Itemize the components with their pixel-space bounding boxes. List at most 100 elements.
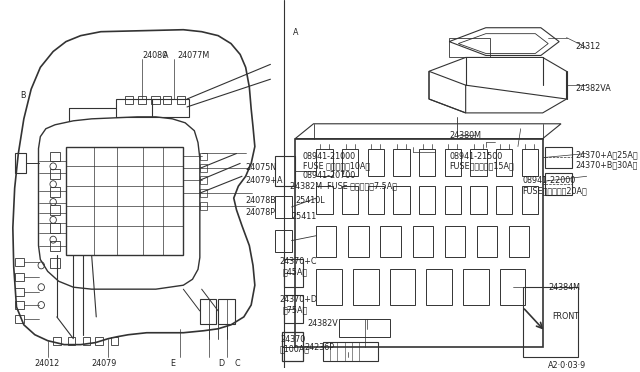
- Text: 24384M: 24384M: [548, 283, 580, 292]
- Text: 24370+B（30A）: 24370+B（30A）: [575, 160, 638, 169]
- Text: 24080: 24080: [142, 51, 167, 61]
- Bar: [522, 148, 538, 176]
- Text: 24079+A: 24079+A: [246, 176, 283, 185]
- Text: 25410L: 25410L: [295, 196, 324, 205]
- Bar: [275, 230, 291, 251]
- Text: 24078P: 24078P: [246, 208, 276, 217]
- Bar: [51, 205, 60, 215]
- Bar: [53, 337, 61, 344]
- Bar: [51, 151, 60, 161]
- Bar: [445, 226, 465, 257]
- Bar: [545, 173, 572, 195]
- Text: A: A: [163, 51, 169, 61]
- Text: 24380M: 24380M: [449, 131, 481, 140]
- Bar: [68, 337, 75, 344]
- Bar: [83, 337, 90, 344]
- Bar: [125, 96, 133, 104]
- Bar: [200, 153, 207, 160]
- Text: 24079: 24079: [92, 359, 117, 369]
- Bar: [200, 176, 207, 184]
- Text: C: C: [235, 359, 240, 369]
- Bar: [15, 301, 24, 309]
- Bar: [342, 148, 358, 176]
- Bar: [66, 147, 183, 256]
- Bar: [545, 147, 572, 169]
- Text: 24370+A（25A）: 24370+A（25A）: [575, 151, 638, 160]
- Bar: [51, 187, 60, 197]
- Bar: [413, 226, 433, 257]
- Text: D: D: [218, 359, 224, 369]
- Text: 24382V: 24382V: [307, 319, 338, 328]
- Bar: [316, 148, 333, 176]
- Text: 25411: 25411: [291, 212, 317, 221]
- Bar: [393, 148, 410, 176]
- Bar: [426, 269, 452, 305]
- Bar: [138, 96, 146, 104]
- Bar: [163, 96, 172, 104]
- Bar: [353, 269, 379, 305]
- Text: A2·0·03·9: A2·0·03·9: [548, 362, 586, 371]
- Bar: [282, 332, 303, 362]
- Text: 24382VA: 24382VA: [575, 84, 611, 93]
- Bar: [295, 139, 543, 347]
- Bar: [393, 186, 410, 214]
- Text: 24077M: 24077M: [178, 51, 210, 61]
- Bar: [200, 164, 207, 172]
- Text: 08941-21000: 08941-21000: [303, 151, 356, 160]
- Bar: [509, 226, 529, 257]
- Bar: [470, 186, 487, 214]
- Bar: [522, 287, 577, 356]
- Bar: [51, 169, 60, 179]
- Bar: [463, 269, 488, 305]
- Bar: [200, 202, 207, 210]
- Text: FUSEヒューズ（15A）: FUSEヒューズ（15A）: [449, 161, 514, 170]
- Bar: [419, 148, 435, 176]
- Text: 24382M  FUSE ヒューズ（7.5A）: 24382M FUSE ヒューズ（7.5A）: [290, 181, 397, 190]
- Text: （75A）: （75A）: [282, 305, 308, 314]
- Bar: [496, 186, 513, 214]
- Bar: [111, 337, 118, 344]
- Text: 24312: 24312: [575, 42, 601, 51]
- Bar: [449, 38, 490, 57]
- Bar: [51, 223, 60, 233]
- Text: 24078B: 24078B: [246, 196, 276, 205]
- Bar: [339, 319, 390, 337]
- Bar: [445, 186, 461, 214]
- Bar: [200, 299, 216, 324]
- Bar: [51, 241, 60, 251]
- Bar: [316, 186, 333, 214]
- Bar: [367, 148, 384, 176]
- Bar: [284, 295, 303, 323]
- Text: 24370+D: 24370+D: [280, 295, 317, 304]
- Text: 24075N: 24075N: [246, 163, 277, 172]
- Bar: [500, 269, 525, 305]
- Text: B: B: [20, 91, 26, 100]
- Text: FUSEヒューズ（20A）: FUSEヒューズ（20A）: [522, 186, 588, 195]
- Text: 24012: 24012: [35, 359, 60, 369]
- Bar: [522, 186, 538, 214]
- Bar: [51, 259, 60, 268]
- Bar: [15, 154, 26, 173]
- Bar: [445, 148, 461, 176]
- Bar: [390, 269, 415, 305]
- Bar: [275, 157, 295, 186]
- Bar: [419, 186, 435, 214]
- Text: 24236P: 24236P: [305, 343, 334, 352]
- Bar: [15, 288, 24, 296]
- Bar: [200, 189, 207, 197]
- Text: 08941-20700: 08941-20700: [303, 171, 356, 180]
- Text: （45A）: （45A）: [282, 267, 307, 276]
- Text: FRONT: FRONT: [552, 312, 579, 321]
- Text: FUSE ヒューズ（10A）: FUSE ヒューズ（10A）: [303, 161, 370, 170]
- Bar: [177, 96, 185, 104]
- Bar: [115, 99, 189, 117]
- Bar: [151, 96, 159, 104]
- Bar: [367, 186, 384, 214]
- Text: 08941-22000: 08941-22000: [522, 176, 576, 185]
- Text: 08941-21500: 08941-21500: [449, 151, 502, 160]
- Text: 24370+C: 24370+C: [280, 257, 317, 266]
- Bar: [275, 196, 291, 218]
- Text: （100A）: （100A）: [280, 344, 310, 354]
- Bar: [496, 148, 513, 176]
- Bar: [348, 226, 369, 257]
